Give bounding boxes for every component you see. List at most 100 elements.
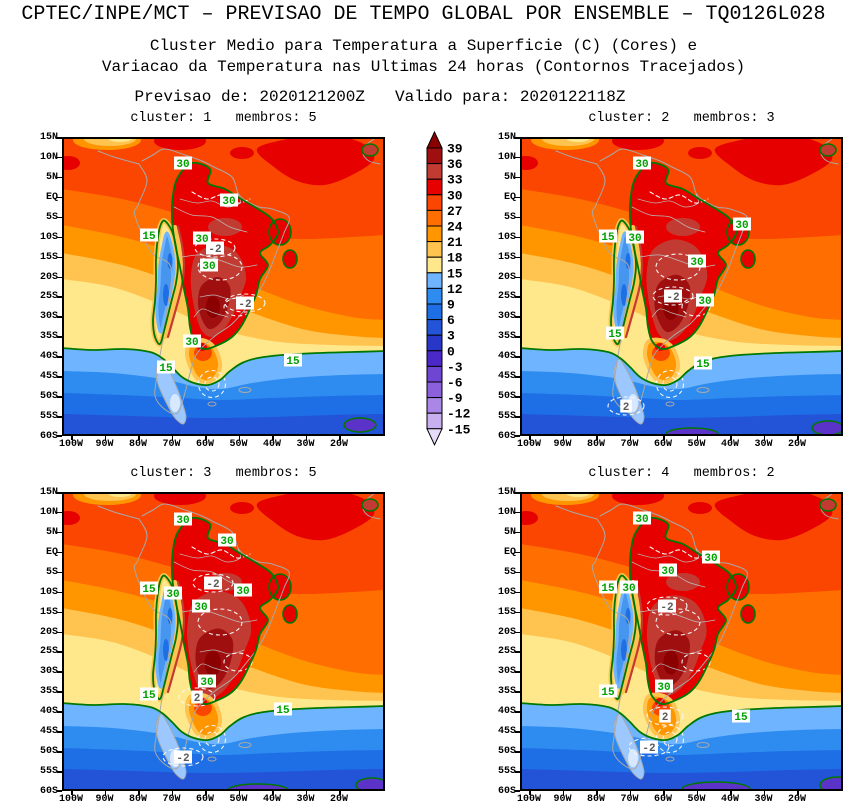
svg-text:30: 30: [220, 536, 233, 548]
lat-tick: [515, 176, 520, 179]
panel-title-cluster-3: cluster: 3 membros: 5: [130, 466, 317, 481]
lat-tick: [515, 631, 520, 634]
lon-tick-label: 80W: [586, 439, 605, 450]
lon-tick-label: 30W: [754, 439, 773, 450]
lat-tick: [57, 691, 62, 693]
lat-tick-label: 15N: [497, 132, 516, 143]
svg-text:-2: -2: [660, 602, 673, 614]
temperature-bands: [520, 189, 843, 436]
lat-tick: [515, 571, 520, 574]
contour-label: 30: [234, 583, 252, 598]
lat-tick: [515, 296, 520, 298]
forecast-dates-line: Previsao de: 2020121200Z Valido para: 202…: [0, 88, 760, 106]
colorbar-tick-label: 27: [447, 204, 463, 219]
lon-tick-label: 80W: [586, 794, 605, 803]
panel-title-cluster-1: cluster: 1 membros: 5: [130, 111, 317, 126]
lat-tick: [57, 751, 62, 753]
lon-tick-label: 80W: [128, 794, 147, 803]
colorbar-band: [426, 147, 443, 165]
svg-text:2: 2: [194, 693, 201, 705]
lat-tick: [515, 551, 520, 554]
country-borders: [173, 193, 258, 318]
lat-tick-label: 60S: [39, 431, 58, 442]
lon-tick-label: 90W: [553, 439, 572, 450]
lon-tick-label: 60W: [195, 439, 214, 450]
cold-purple-patches: [343, 417, 377, 433]
lat-tick: [515, 276, 520, 279]
lon-tick: [562, 791, 564, 795]
lat-tick: [57, 336, 62, 338]
svg-text:30: 30: [735, 220, 748, 232]
lat-tick: [57, 671, 62, 673]
lon-tick: [730, 436, 732, 440]
lat-tick-label: 55S: [497, 766, 516, 778]
lat-tick: [515, 651, 520, 653]
lat-tick: [515, 216, 520, 219]
colorbar-band: [426, 381, 443, 399]
colorbar-tick-label: -9: [447, 391, 463, 406]
contour-label: -2: [204, 576, 222, 591]
lon-tick-label: 50W: [687, 439, 706, 450]
colorbar-band: [426, 397, 443, 414]
lat-tick-label: 30S: [39, 666, 58, 678]
colorbar-band: [426, 225, 443, 243]
lon-tick: [663, 436, 665, 440]
svg-text:-2: -2: [238, 299, 251, 311]
lat-tick: [515, 671, 520, 673]
colorbar-tick-label: 0: [447, 344, 455, 359]
svg-text:30: 30: [622, 583, 635, 595]
lon-tick-label: 70W: [620, 794, 639, 803]
svg-text:30: 30: [661, 566, 674, 578]
temperature-contours-green: [520, 498, 843, 742]
lon-tick: [205, 791, 207, 795]
lon-tick: [71, 436, 73, 440]
lon-tick: [138, 791, 140, 795]
variation-contours-dashed: [628, 546, 711, 757]
lat-tick: [57, 296, 62, 298]
svg-text:30: 30: [176, 159, 189, 171]
forecast-init-value: 2020121200Z: [259, 88, 365, 106]
lat-tick-label: 15N: [39, 487, 58, 498]
lon-tick: [763, 791, 765, 795]
lat-tick: [57, 511, 62, 514]
lat-tick-label: 15S: [497, 251, 516, 263]
svg-text:-2: -2: [666, 292, 679, 304]
svg-text:15: 15: [159, 363, 173, 375]
contour-label: 15: [732, 709, 750, 724]
svg-text:-2: -2: [176, 753, 189, 765]
contour-label: 15: [140, 228, 158, 243]
colorbar-tick-label: 18: [447, 251, 463, 266]
lat-tick: [57, 790, 62, 792]
contour-label: 30: [655, 679, 673, 694]
lat-tick: [57, 416, 62, 418]
plot-border: [62, 492, 385, 791]
contour-label: 30: [193, 231, 211, 246]
lat-tick-label: 40S: [39, 706, 58, 718]
svg-text:30: 30: [195, 234, 208, 246]
svg-text:15: 15: [142, 584, 156, 596]
lon-tick-label: 60W: [653, 439, 672, 450]
lat-tick: [57, 276, 62, 279]
colorbar-tick-label: 24: [447, 220, 463, 235]
colorbar-tick-label: 33: [447, 173, 463, 188]
contour-label: 30: [192, 599, 210, 614]
colorbar-tick-label: 36: [447, 157, 463, 172]
contour-label: 30: [688, 254, 706, 269]
contour-label: 30: [659, 563, 677, 578]
lon-tick-label: 100W: [58, 794, 83, 803]
lon-tick-label: 90W: [95, 794, 114, 803]
lat-tick: [57, 376, 62, 378]
colorbar-tick-label: -15: [447, 422, 471, 437]
lat-tick: [57, 711, 62, 713]
contour-label: 30: [174, 156, 192, 171]
lat-tick: [515, 156, 520, 159]
lon-tick: [171, 791, 173, 795]
lat-tick: [515, 611, 520, 614]
plot-border: [520, 137, 843, 436]
colorbar-tick-label: -12: [447, 407, 471, 422]
contour-label: 15: [140, 581, 158, 596]
lat-tick: [57, 316, 62, 318]
colorbar-tick-label: 15: [447, 266, 463, 281]
